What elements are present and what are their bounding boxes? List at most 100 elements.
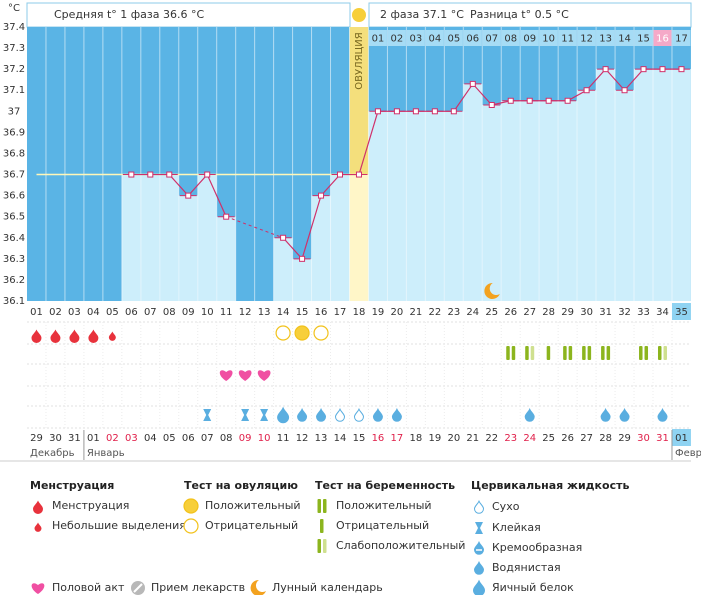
- cervical-icon: [316, 407, 327, 422]
- date-label: 29: [618, 433, 631, 444]
- cervical-icon: [472, 579, 486, 595]
- date-label: 29: [30, 433, 43, 444]
- phase2-day-cell: [406, 30, 425, 46]
- phase2-day-cell: [368, 30, 387, 46]
- temp-column: [292, 258, 312, 301]
- temperature-point: [431, 108, 438, 115]
- temp-column: [501, 100, 521, 302]
- y-tick-label: 37.3: [3, 43, 25, 54]
- x-tick-label: 12: [239, 307, 252, 318]
- ovulation-label: ОВУЛЯЦИЯ: [354, 32, 365, 90]
- date-label: 14: [334, 433, 347, 444]
- y-tick-label: 36.9: [3, 127, 25, 138]
- temp-column: [520, 100, 540, 302]
- x-tick-label: 26: [504, 307, 517, 318]
- temperature-point: [564, 97, 571, 104]
- x-tick-label: 28: [542, 307, 555, 318]
- phase2-day-cell: [653, 30, 672, 46]
- cervical-icon: [353, 407, 364, 422]
- x-tick-label: 32: [618, 307, 631, 318]
- temperature-point: [128, 171, 135, 178]
- temperature-point: [147, 171, 154, 178]
- date-label: 03: [125, 433, 138, 444]
- phase2-day-label: 15: [637, 34, 650, 45]
- menstruation-icon: [31, 329, 42, 343]
- menstruation-icon: [34, 522, 42, 532]
- x-tick-label: 35: [675, 307, 688, 318]
- x-tick-label: 09: [182, 307, 195, 318]
- date-label: 02: [106, 433, 119, 444]
- date-label: 09: [239, 433, 252, 444]
- cervical-icon: [473, 560, 485, 575]
- date-label: 26: [561, 433, 574, 444]
- x-tick-label: 20: [391, 307, 404, 318]
- x-tick-label: 14: [277, 307, 290, 318]
- phase1-text: Средняя t° 1 фаза 36.6 °C: [54, 8, 204, 21]
- temp-column: [387, 111, 407, 301]
- x-tick-label: 27: [523, 307, 536, 318]
- phase2-day-label: 07: [485, 34, 498, 45]
- temperature-point: [545, 97, 552, 104]
- pregnancy-test-icon: [511, 346, 516, 360]
- legend-label: Яичный белок: [492, 581, 574, 594]
- pregnancy-test-icon: [657, 346, 662, 360]
- x-tick-label: 17: [334, 307, 347, 318]
- x-tick-label: 23: [447, 307, 460, 318]
- phase1-box: [26, 2, 351, 28]
- temperature-point: [337, 171, 344, 178]
- temperature-point: [659, 66, 666, 73]
- pregnancy-test-icon: [663, 346, 667, 360]
- phase2-day-label: 01: [372, 34, 385, 45]
- cervical-icon: [619, 407, 630, 422]
- temperature-point: [640, 66, 647, 73]
- phase2-day-cell: [425, 30, 444, 46]
- ovulation-column: [349, 174, 369, 301]
- phase2-day-label: 08: [504, 34, 517, 45]
- month-label: Январь: [87, 448, 125, 459]
- ovulation-test-icon: [294, 325, 310, 341]
- date-label: 31: [656, 433, 669, 444]
- temp-column: [577, 90, 597, 301]
- menstruation-icon: [108, 331, 116, 341]
- date-label: 23: [504, 433, 517, 444]
- date-label: 17: [391, 433, 404, 444]
- temp-column: [121, 174, 141, 301]
- month-label: Декабрь: [30, 448, 75, 459]
- pregnancy-test-icon: [644, 346, 649, 360]
- x-tick-label: 07: [144, 307, 157, 318]
- pregnancy-test-icon: [323, 539, 327, 553]
- date-label: 19: [428, 433, 441, 444]
- temp-column: [671, 69, 691, 302]
- x-tick-label: 15: [296, 307, 309, 318]
- pregnancy-test-icon: [639, 346, 643, 360]
- pregnancy-test-icon: [582, 346, 586, 360]
- temperature-point: [621, 87, 628, 94]
- cervical-icon: [473, 499, 485, 514]
- phase2-day-label: 03: [410, 34, 423, 45]
- x-tick-label: 01: [30, 307, 43, 318]
- cervical-icon: [391, 407, 402, 422]
- x-tick-label: 13: [258, 307, 271, 318]
- phase2-day-cell: [482, 30, 501, 46]
- date-label: 18: [410, 433, 423, 444]
- phase2-day-label: 14: [618, 34, 631, 45]
- phase2-day-cell: [501, 30, 520, 46]
- phase2-day-cell: [558, 30, 577, 46]
- temperature-point: [204, 171, 211, 178]
- temperature-point: [299, 255, 306, 262]
- moon-icon: [250, 579, 266, 595]
- pregnancy-test-icon: [546, 346, 551, 360]
- heart-icon: [31, 583, 45, 594]
- temperature-point: [166, 171, 173, 178]
- phase2-day-label: 10: [542, 34, 555, 45]
- legend-label: Клейкая: [492, 521, 541, 534]
- phase2-day-cell: [444, 30, 463, 46]
- date-label: 13: [315, 433, 328, 444]
- temp-column: [463, 83, 483, 302]
- temperature-line: [282, 68, 682, 261]
- temp-column: [444, 111, 464, 301]
- date-label: 10: [258, 433, 271, 444]
- pregnancy-test-icon: [601, 346, 605, 360]
- phase2-day-label: 06: [466, 34, 479, 45]
- temp-column: [482, 104, 502, 301]
